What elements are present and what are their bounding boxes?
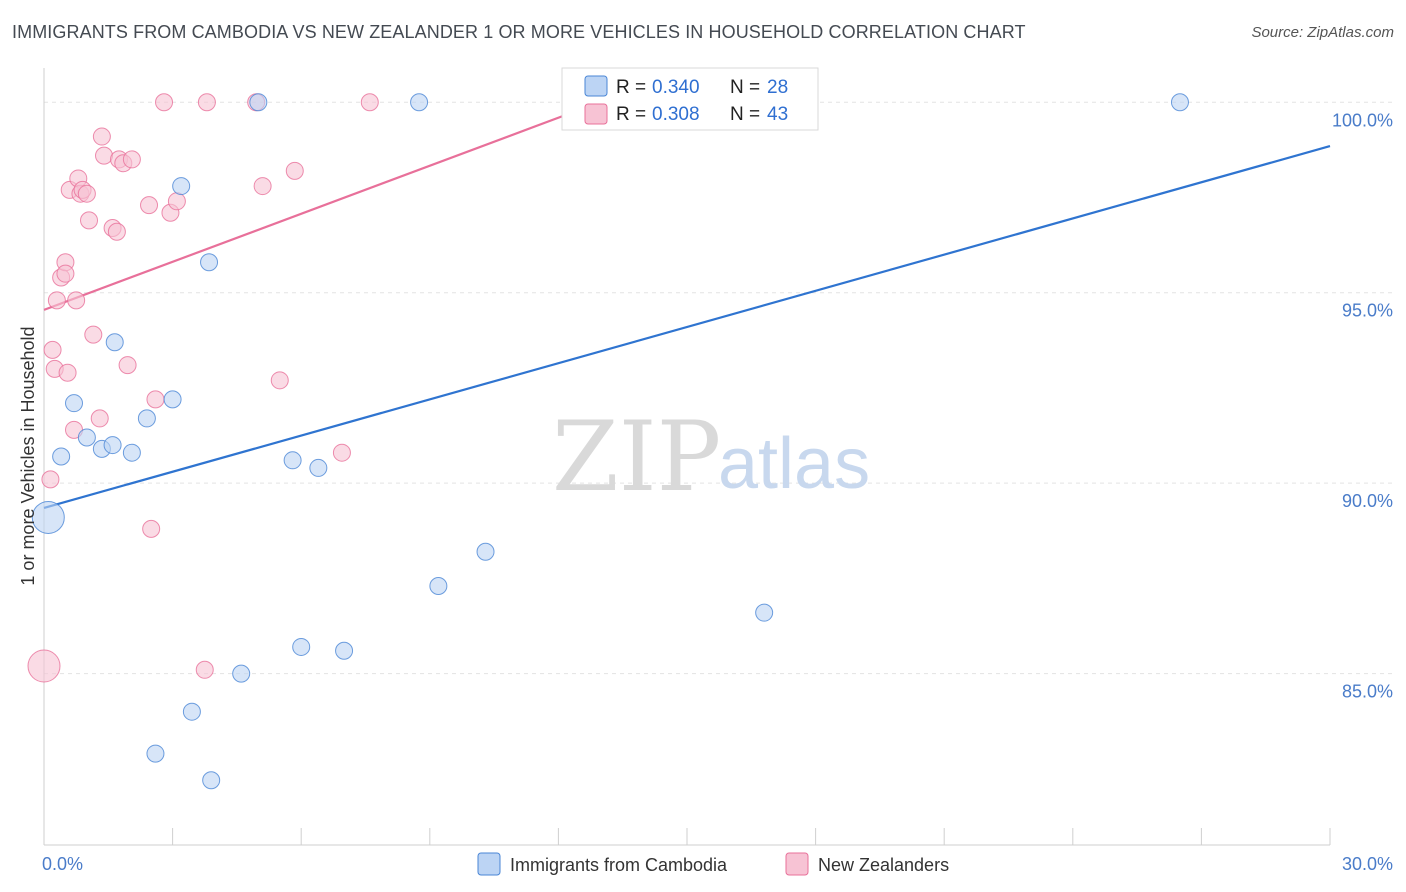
tick-layer: 85.0% 90.0% 95.0% 100.0% 0.0% 30.0% xyxy=(42,110,1393,874)
data-point-newzealanders[interactable] xyxy=(142,519,161,538)
data-point-cambodia[interactable] xyxy=(163,390,182,409)
trend-layer xyxy=(43,97,1331,509)
chart-title: IMMIGRANTS FROM CAMBODIA VS NEW ZEALANDE… xyxy=(12,22,1026,42)
data-point-newzealanders[interactable] xyxy=(47,291,66,310)
y-tick-label: 90.0% xyxy=(1342,491,1393,511)
data-point-cambodia[interactable] xyxy=(202,771,221,790)
data-point-cambodia[interactable] xyxy=(31,500,65,534)
data-point-cambodia[interactable] xyxy=(65,394,84,413)
data-point-cambodia[interactable] xyxy=(755,603,774,622)
watermark-atlas: atlas xyxy=(718,424,870,504)
series-legend: Immigrants from Cambodia New Zealanders xyxy=(477,852,949,876)
data-point-cambodia[interactable] xyxy=(182,702,201,721)
data-point-cambodia[interactable] xyxy=(77,428,96,447)
legend-r-value-1: 0.340 xyxy=(652,77,700,98)
data-point-newzealanders[interactable] xyxy=(107,222,126,241)
legend-n-value-2: 43 xyxy=(767,104,788,125)
y-tick-label: 100.0% xyxy=(1332,110,1393,130)
data-point-cambodia[interactable] xyxy=(146,744,165,763)
data-point-cambodia[interactable] xyxy=(429,577,448,595)
x-tick-label: 30.0% xyxy=(1342,854,1393,874)
data-point-newzealanders[interactable] xyxy=(195,660,214,679)
y-tick-label: 85.0% xyxy=(1342,682,1393,702)
data-point-newzealanders[interactable] xyxy=(155,93,174,112)
data-point-newzealanders[interactable] xyxy=(122,150,141,169)
data-point-newzealanders[interactable] xyxy=(95,146,114,165)
data-point-cambodia[interactable] xyxy=(283,451,302,470)
data-point-newzealanders[interactable] xyxy=(84,325,103,344)
legend-r-label-2: R = xyxy=(616,104,651,125)
legend-n-value-1: 28 xyxy=(767,77,788,98)
data-point-cambodia[interactable] xyxy=(52,447,71,466)
y-tick-label: 95.0% xyxy=(1342,301,1393,321)
x-tick-label: 0.0% xyxy=(42,854,83,874)
data-point-newzealanders[interactable] xyxy=(118,356,137,375)
data-point-cambodia[interactable] xyxy=(476,542,495,561)
data-point-cambodia[interactable] xyxy=(137,409,156,428)
data-point-newzealanders[interactable] xyxy=(80,211,99,230)
data-point-cambodia[interactable] xyxy=(1170,93,1189,112)
data-point-cambodia[interactable] xyxy=(410,93,429,112)
watermark-zip: ZIP xyxy=(552,401,721,513)
data-point-cambodia[interactable] xyxy=(292,637,311,656)
data-point-cambodia[interactable] xyxy=(249,93,268,112)
y-axis-label: 1 or more Vehicles in Household xyxy=(18,326,38,585)
source-label: Source: ZipAtlas.com xyxy=(1251,24,1394,41)
data-point-cambodia[interactable] xyxy=(335,641,354,660)
legend-r-value-2: 0.308 xyxy=(652,104,700,125)
stats-legend: R = 0.340 N = 28 R = 0.308 N = 43 xyxy=(561,67,819,131)
trend-line-newzealanders xyxy=(43,97,611,311)
legend-r-label-1: R = xyxy=(616,77,651,98)
data-point-newzealanders[interactable] xyxy=(140,196,159,215)
data-point-newzealanders[interactable] xyxy=(90,409,109,428)
data-point-newzealanders[interactable] xyxy=(56,264,75,283)
bottom-legend-swatch-cambodia[interactable] xyxy=(477,852,501,876)
bottom-legend-label-cambodia[interactable]: Immigrants from Cambodia xyxy=(510,855,728,875)
data-point-cambodia[interactable] xyxy=(309,458,328,477)
legend-n-label-1: N = xyxy=(730,77,765,98)
data-point-newzealanders[interactable] xyxy=(41,470,60,489)
data-point-newzealanders[interactable] xyxy=(58,363,77,382)
legend-swatch-cambodia xyxy=(584,75,608,97)
data-point-newzealanders[interactable] xyxy=(92,127,111,146)
data-point-newzealanders[interactable] xyxy=(43,340,62,359)
bottom-legend-label-newzealanders[interactable]: New Zealanders xyxy=(818,855,949,875)
point-layer xyxy=(27,93,1189,790)
data-point-newzealanders[interactable] xyxy=(146,390,165,409)
data-point-newzealanders[interactable] xyxy=(77,184,96,203)
data-point-newzealanders[interactable] xyxy=(270,371,289,390)
grid-layer xyxy=(44,101,1392,675)
legend-n-label-2: N = xyxy=(730,104,765,125)
data-point-cambodia[interactable] xyxy=(200,253,219,272)
data-point-cambodia[interactable] xyxy=(105,333,124,352)
bottom-legend-swatch-newzealanders[interactable] xyxy=(785,852,809,876)
data-point-newzealanders[interactable] xyxy=(197,93,216,112)
data-point-newzealanders[interactable] xyxy=(332,443,351,462)
data-point-newzealanders[interactable] xyxy=(253,177,272,196)
data-point-cambodia[interactable] xyxy=(232,664,251,683)
data-point-cambodia[interactable] xyxy=(122,443,141,462)
data-point-cambodia[interactable] xyxy=(172,177,191,196)
trend-line-cambodia xyxy=(43,145,1331,509)
data-point-newzealanders[interactable] xyxy=(167,192,186,211)
legend-swatch-newzealanders xyxy=(584,103,608,125)
data-point-cambodia[interactable] xyxy=(103,436,122,455)
data-point-newzealanders[interactable] xyxy=(285,161,304,180)
watermark: ZIP atlas xyxy=(552,401,870,513)
data-point-newzealanders[interactable] xyxy=(27,649,61,683)
data-point-newzealanders[interactable] xyxy=(360,93,379,112)
data-point-newzealanders[interactable] xyxy=(67,291,86,310)
